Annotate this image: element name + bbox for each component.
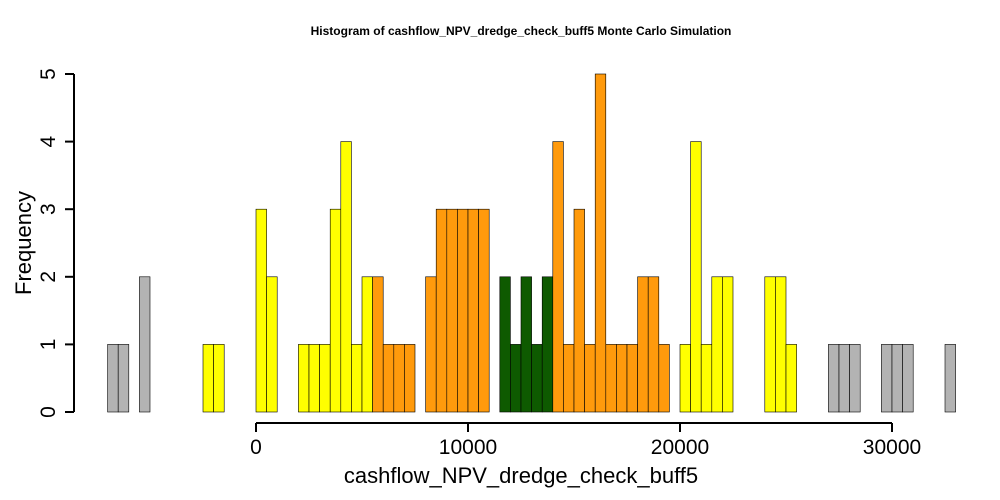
histogram-bar <box>785 344 797 413</box>
histogram-bar <box>107 344 119 413</box>
histogram-bar <box>637 276 649 413</box>
histogram-bar <box>340 141 352 413</box>
histogram-bar <box>626 344 638 413</box>
histogram-bar <box>446 208 458 413</box>
histogram-bar <box>393 344 405 413</box>
histogram-bar <box>605 344 617 413</box>
histogram-bar <box>658 344 670 413</box>
x-axis: 0 10000 20000 30000 <box>250 422 921 459</box>
x-tick-label: 30000 <box>863 436 921 459</box>
histogram-bar <box>117 344 130 413</box>
histogram-bar <box>361 276 373 413</box>
histogram-bar <box>584 344 596 413</box>
histogram-bar <box>308 344 320 413</box>
histogram-bar <box>351 344 363 413</box>
histogram-bar <box>711 276 723 413</box>
histogram-bar <box>679 344 691 413</box>
histogram-bar <box>647 276 660 413</box>
x-tick-label: 10000 <box>439 436 497 459</box>
y-tick-label: 3 <box>37 203 60 215</box>
histogram-bar <box>139 276 151 413</box>
chart-title: Histogram of cashflow_NPV_dredge_check_b… <box>311 24 732 38</box>
histogram-bar <box>594 73 607 413</box>
histogram-bar <box>510 344 522 413</box>
y-tick-label: 1 <box>37 339 60 351</box>
histogram-bar <box>329 208 342 413</box>
histogram-bar <box>881 344 893 413</box>
histogram-bar <box>722 276 734 413</box>
histogram-bar <box>266 276 278 413</box>
y-tick-label: 2 <box>37 271 60 283</box>
histogram-bar <box>944 344 956 413</box>
histogram-bar <box>531 344 543 413</box>
histogram-bar <box>319 344 331 413</box>
histogram-bar <box>499 276 511 413</box>
histogram-bar <box>849 344 861 413</box>
histogram-bar <box>828 344 840 413</box>
histogram-bar <box>775 276 787 413</box>
x-axis-label: cashflow_NPV_dredge_check_buff5 <box>344 463 698 488</box>
histogram-bar <box>700 344 713 413</box>
histogram-bar <box>425 276 437 413</box>
y-tick-label: 4 <box>37 135 60 147</box>
histogram-bar <box>552 141 564 413</box>
y-axis-label: Frequency <box>11 191 36 295</box>
histogram-bar <box>213 344 225 413</box>
histogram-bar <box>690 141 702 413</box>
histogram-bar <box>435 208 448 413</box>
y-tick-label: 5 <box>37 68 60 80</box>
histogram-bar <box>541 276 554 413</box>
histogram-bar <box>764 276 776 413</box>
histogram-bar <box>891 344 903 413</box>
histogram-bar <box>382 344 395 413</box>
histogram-bar <box>255 208 267 413</box>
y-tick-label: 0 <box>37 406 60 418</box>
histogram-bar <box>573 208 585 413</box>
histogram-bar <box>467 208 479 413</box>
histogram-bar <box>902 344 914 413</box>
x-tick-label: 0 <box>250 436 262 459</box>
histogram-bar <box>520 276 532 413</box>
bars-group <box>107 73 956 413</box>
histogram-bar <box>202 344 214 413</box>
y-axis: 0 1 2 3 4 5 <box>37 68 75 418</box>
histogram-bar <box>457 208 469 413</box>
histogram-bar <box>372 276 384 413</box>
histogram-bar <box>616 344 628 413</box>
histogram-bar <box>478 208 490 413</box>
histogram-bar <box>404 344 416 413</box>
histogram-bar <box>563 344 575 413</box>
x-tick-label: 20000 <box>651 436 709 459</box>
histogram-bar <box>298 344 310 413</box>
histogram-bar <box>838 344 850 413</box>
